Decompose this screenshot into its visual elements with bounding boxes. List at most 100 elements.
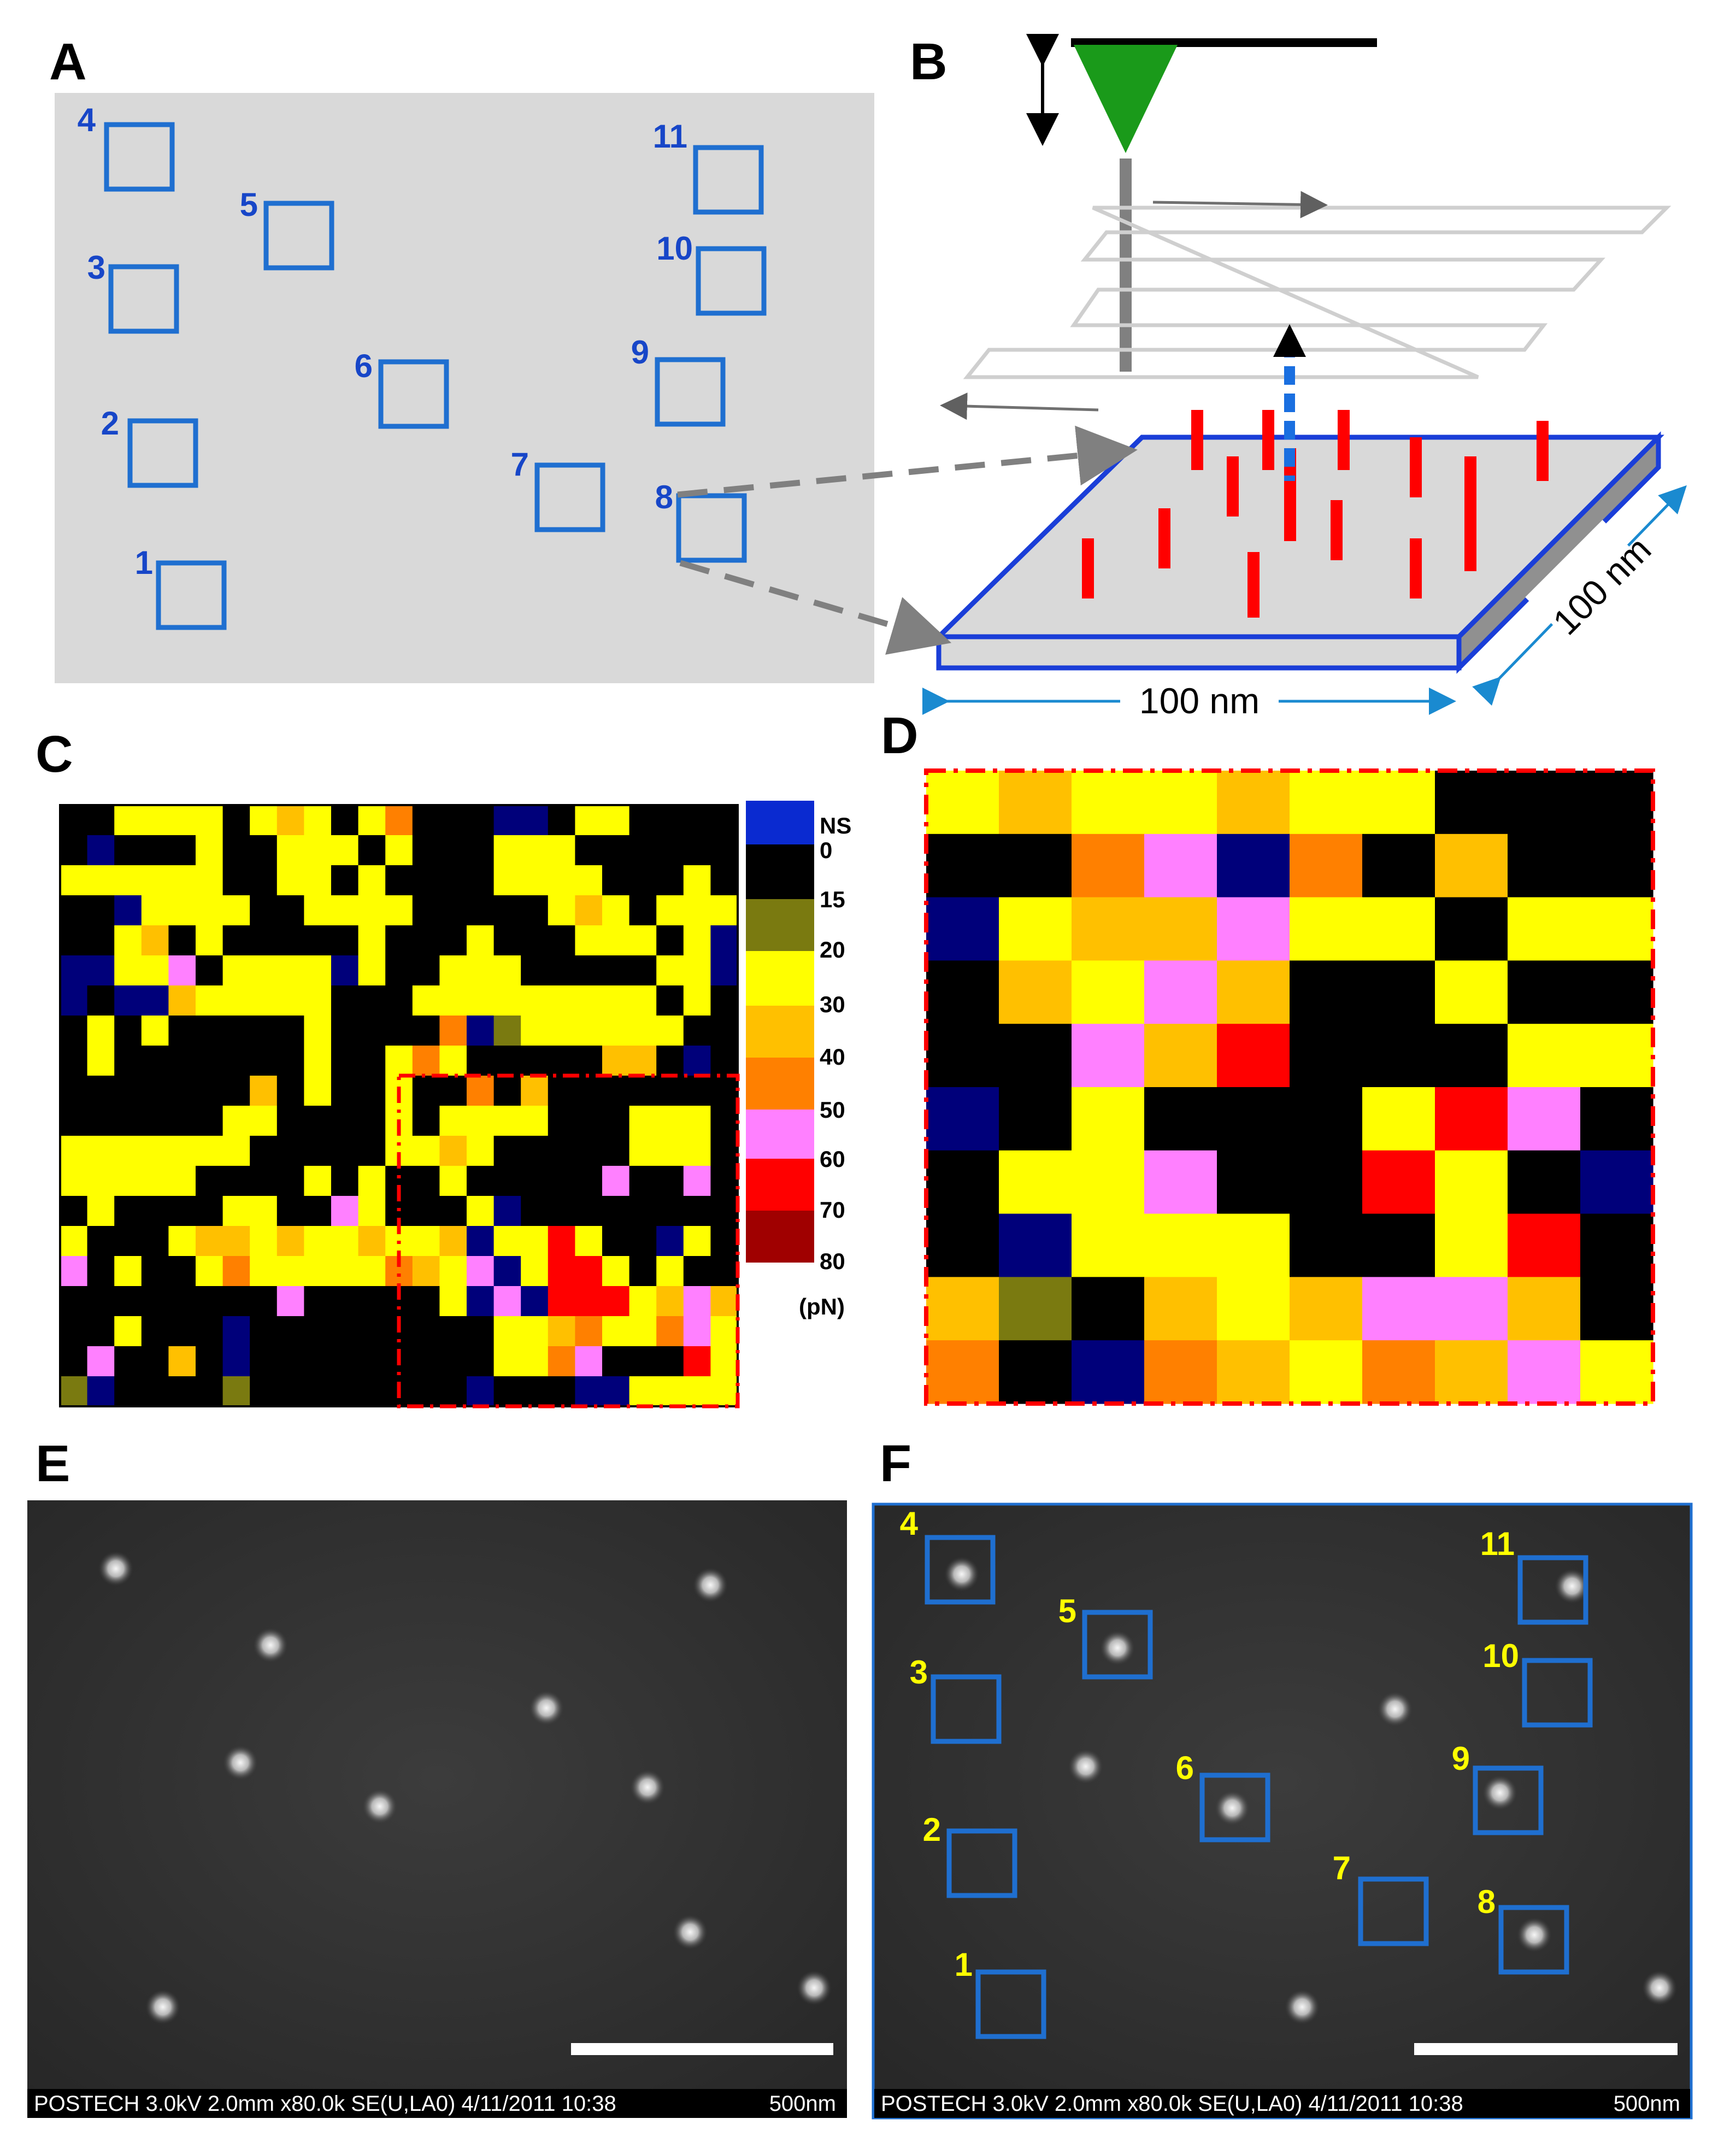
force-cell xyxy=(1508,960,1581,1024)
force-cell xyxy=(683,985,711,1016)
panel-a-background xyxy=(55,93,874,683)
force-cell xyxy=(926,771,999,835)
force-cell xyxy=(575,985,603,1016)
force-cell xyxy=(250,1166,278,1196)
force-cell xyxy=(141,1346,169,1377)
sem-info-bar-e xyxy=(27,2089,847,2118)
force-cell xyxy=(141,1046,169,1076)
force-cell xyxy=(358,1286,386,1317)
force-cell xyxy=(439,1046,467,1076)
force-cell xyxy=(1072,1340,1145,1404)
force-cell xyxy=(168,985,196,1016)
region-box-9 xyxy=(655,357,726,427)
color-scale-label: 80 xyxy=(820,1248,845,1274)
force-cell xyxy=(467,1196,495,1226)
force-cell xyxy=(602,1286,630,1317)
force-cell xyxy=(575,835,603,866)
force-cell xyxy=(114,955,142,986)
force-cell xyxy=(1290,1087,1363,1151)
color-scale-label: NS xyxy=(820,813,851,838)
force-cell xyxy=(250,1136,278,1166)
force-cell xyxy=(575,1196,603,1226)
particle xyxy=(253,1628,288,1663)
force-cell xyxy=(999,771,1072,835)
force-cell xyxy=(602,835,630,866)
force-cell xyxy=(196,1076,223,1106)
force-cell xyxy=(439,1196,467,1226)
force-cell xyxy=(710,1376,738,1407)
force-cell xyxy=(493,1076,521,1106)
force-cell xyxy=(1290,1024,1363,1088)
force-cell xyxy=(602,985,630,1016)
force-cell xyxy=(493,895,521,926)
panel-f-regions: 1 2 3 4 5 6 7 8 9 10 11 xyxy=(900,1505,1593,2039)
force-cell xyxy=(331,1136,359,1166)
force-cell xyxy=(493,1256,521,1287)
force-cell xyxy=(222,1166,250,1196)
force-cell xyxy=(467,985,495,1016)
force-cell xyxy=(683,1016,711,1046)
force-cell xyxy=(114,1166,142,1196)
force-cell xyxy=(60,1346,88,1377)
force-cell xyxy=(1217,834,1290,898)
molecule xyxy=(1464,456,1476,571)
force-cell xyxy=(521,1166,549,1196)
force-cell xyxy=(521,1286,549,1317)
force-cell xyxy=(548,1346,575,1377)
force-cell xyxy=(250,1316,278,1347)
particle xyxy=(223,1745,258,1780)
force-cell xyxy=(521,1106,549,1136)
force-cell xyxy=(331,1316,359,1347)
force-cell xyxy=(656,1166,684,1196)
force-cell xyxy=(385,895,413,926)
force-cell xyxy=(710,1256,738,1287)
force-cell xyxy=(548,985,575,1016)
force-cell xyxy=(60,1226,88,1257)
force-cell xyxy=(250,1376,278,1407)
force-cell xyxy=(548,1106,575,1136)
force-cell xyxy=(60,1376,88,1407)
force-cell xyxy=(60,1316,88,1347)
particle xyxy=(1068,1749,1103,1784)
force-cell xyxy=(521,1316,549,1347)
force-cell xyxy=(1508,897,1581,961)
force-cell xyxy=(222,1136,250,1166)
force-cell xyxy=(493,955,521,986)
force-cell xyxy=(358,1136,386,1166)
force-cell xyxy=(439,1346,467,1377)
force-cell xyxy=(141,1106,169,1136)
force-cell xyxy=(304,1196,332,1226)
force-cell xyxy=(683,835,711,866)
region-box-3 xyxy=(931,1674,1002,1744)
force-cell xyxy=(683,1316,711,1347)
force-cell xyxy=(196,1046,223,1076)
force-cell xyxy=(1580,1340,1653,1404)
force-cell xyxy=(222,955,250,986)
force-cell xyxy=(1144,834,1217,898)
force-cell xyxy=(602,1106,630,1136)
force-cell xyxy=(60,1016,88,1046)
force-cell xyxy=(710,1196,738,1226)
color-scale-label: 60 xyxy=(820,1146,845,1172)
force-cell xyxy=(358,1016,386,1046)
force-cell xyxy=(1362,1213,1435,1277)
force-cell xyxy=(222,1076,250,1106)
force-cell xyxy=(276,1046,304,1076)
force-cell xyxy=(385,1046,413,1076)
force-cell xyxy=(412,1166,440,1196)
force-cell xyxy=(683,1376,711,1407)
force-cell xyxy=(114,895,142,926)
force-cell xyxy=(1362,834,1435,898)
force-cell xyxy=(196,1016,223,1046)
force-cell xyxy=(710,985,738,1016)
force-cell xyxy=(222,895,250,926)
force-cell xyxy=(168,1016,196,1046)
force-cell xyxy=(331,865,359,896)
force-cell xyxy=(467,865,495,896)
force-cell xyxy=(114,805,142,836)
force-cell xyxy=(114,1076,142,1106)
force-cell xyxy=(467,1076,495,1106)
force-cell xyxy=(250,1106,278,1136)
force-cell xyxy=(1362,1024,1435,1088)
force-map-d xyxy=(926,771,1653,1404)
